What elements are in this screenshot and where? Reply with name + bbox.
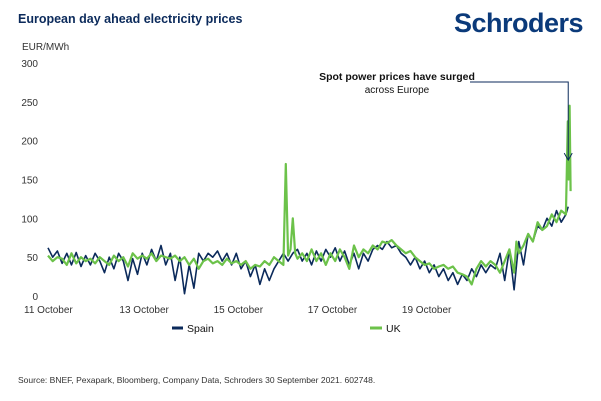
- source-note: Source: BNEF, Pexapark, Bloomberg, Compa…: [18, 375, 376, 385]
- y-tick-label: 250: [21, 98, 38, 109]
- series-line-uk: [47, 104, 572, 286]
- x-tick-label: 11 October: [24, 305, 73, 316]
- y-tick-label: 0: [32, 292, 38, 303]
- annotation-line2: across Europe: [365, 85, 430, 96]
- x-tick-label: 17 October: [308, 305, 358, 316]
- x-tick-label: 19 October: [402, 305, 452, 316]
- x-tick-label: 13 October: [119, 305, 169, 316]
- y-tick-label: 100: [21, 214, 38, 225]
- y-tick-label: 300: [21, 59, 38, 70]
- annotation-arrowhead: [563, 152, 573, 162]
- annotation: Spot power prices have surged across Eur…: [319, 71, 573, 162]
- legend-spain-label: Spain: [187, 323, 214, 335]
- series-line-spain: [47, 206, 569, 295]
- y-axis-label: EUR/MWh: [22, 42, 69, 53]
- series-lines: [47, 104, 572, 295]
- y-tick-label: 50: [27, 253, 39, 264]
- x-axis-ticks: 11 October 13 October 15 October 17 October…: [24, 305, 452, 316]
- chart-title: European day ahead electricity prices: [18, 12, 243, 26]
- legend: Spain UK: [172, 323, 401, 335]
- y-tick-label: 200: [21, 137, 38, 148]
- legend-uk-label: UK: [386, 323, 401, 335]
- annotation-arrow: [470, 81, 569, 161]
- y-axis-ticks: 0 50 100 150 200 250 300: [21, 59, 38, 303]
- y-tick-label: 150: [21, 176, 38, 187]
- x-tick-label: 15 October: [214, 305, 264, 316]
- annotation-line1: Spot power prices have surged: [319, 71, 475, 83]
- schroders-logo: Schroders: [453, 8, 584, 38]
